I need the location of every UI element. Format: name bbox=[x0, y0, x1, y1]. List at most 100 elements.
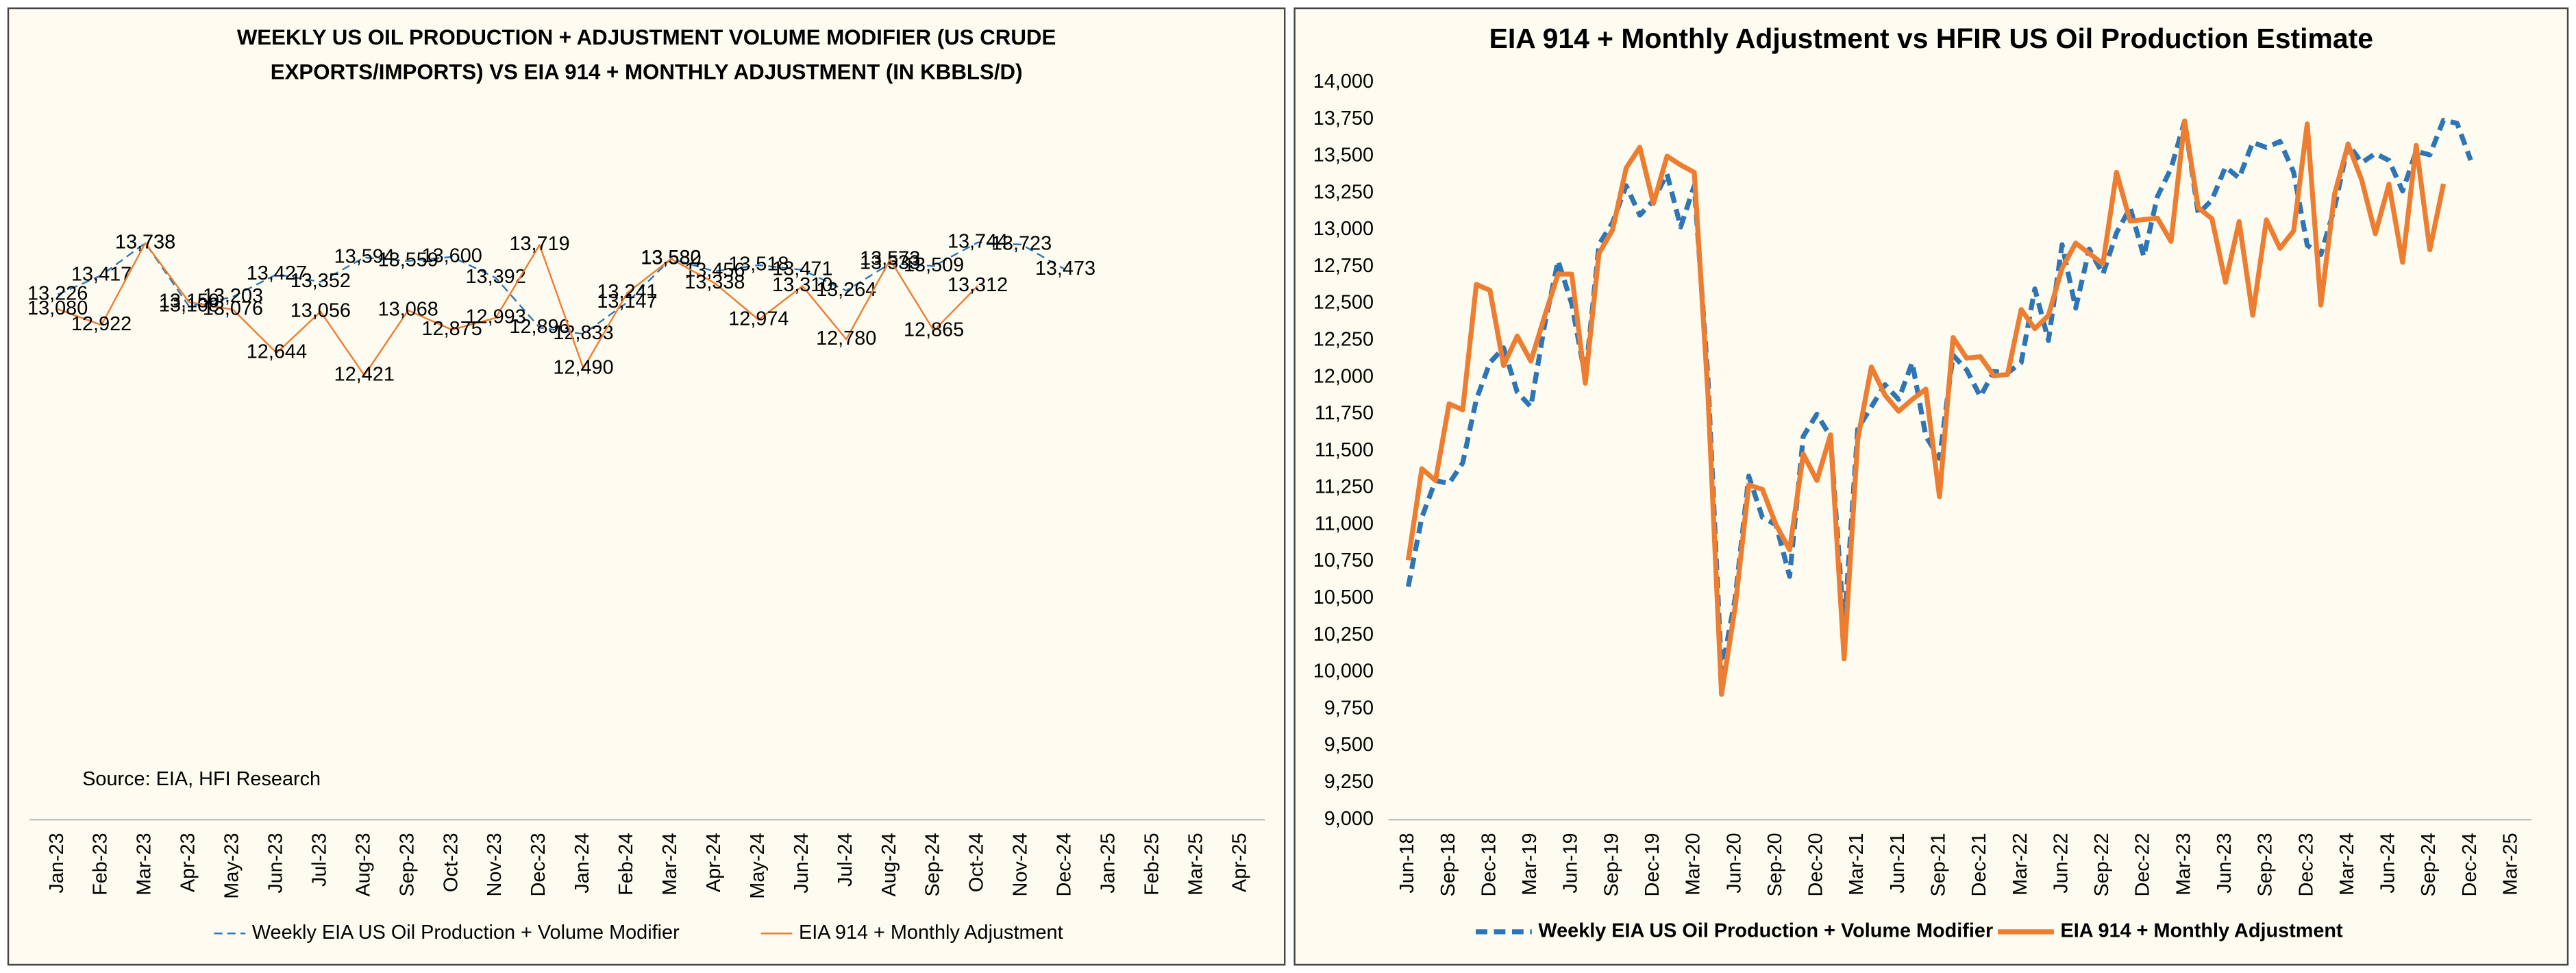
x-tick-label: Mar-19 bbox=[1519, 833, 1541, 895]
y-tick-label: 9,500 bbox=[1324, 734, 1374, 756]
x-tick-label: Jan-25 bbox=[1098, 833, 1119, 893]
x-tick-label: Mar-23 bbox=[134, 833, 156, 895]
x-tick-label: Jun-23 bbox=[2214, 833, 2236, 893]
data-label: 13,264 bbox=[816, 279, 876, 301]
x-tick-label: Mar-24 bbox=[2336, 833, 2358, 895]
data-label: 12,974 bbox=[728, 308, 789, 330]
y-tick-label: 9,000 bbox=[1324, 808, 1374, 830]
x-tick-label: Jun-18 bbox=[1396, 833, 1418, 893]
series-line bbox=[1405, 119, 2447, 697]
data-label: 13,471 bbox=[772, 258, 832, 280]
x-tick-label: Mar-23 bbox=[2172, 833, 2194, 895]
y-tick-label: 11,250 bbox=[1315, 476, 1374, 498]
x-tick-label: Jun-24 bbox=[2377, 833, 2399, 893]
y-tick-label: 11,500 bbox=[1315, 439, 1374, 461]
x-tick-label: Feb-23 bbox=[90, 833, 112, 896]
x-tick-label: Jun-21 bbox=[1887, 833, 1909, 893]
x-tick-label: Mar-25 bbox=[2500, 833, 2522, 895]
data-label: 13,518 bbox=[728, 254, 789, 275]
x-tick-label: Apr-23 bbox=[177, 833, 199, 892]
data-label: 12,993 bbox=[466, 306, 526, 328]
x-tick-label: Feb-24 bbox=[615, 833, 637, 896]
x-tick-label: Mar-20 bbox=[1683, 833, 1705, 895]
y-tick-label: 14,000 bbox=[1313, 71, 1374, 93]
x-tick-label: Feb-25 bbox=[1141, 833, 1163, 896]
right-panel bbox=[1293, 7, 2569, 966]
data-label: 12,644 bbox=[247, 341, 307, 363]
series-line bbox=[57, 242, 978, 377]
source-note: Source: EIA, HFI Research bbox=[82, 768, 321, 790]
x-tick-label: Sep-23 bbox=[396, 833, 418, 896]
y-tick-label: 9,250 bbox=[1324, 771, 1374, 793]
data-label: 13,427 bbox=[247, 262, 307, 284]
x-tick-label: Mar-24 bbox=[659, 833, 681, 895]
x-tick-label: Apr-25 bbox=[1228, 833, 1250, 892]
x-tick-label: Jul-24 bbox=[834, 833, 856, 887]
y-tick-label: 10,000 bbox=[1313, 661, 1374, 682]
data-label: 13,573 bbox=[860, 247, 920, 269]
x-tick-label: May-24 bbox=[747, 833, 769, 898]
x-tick-label: Sep-19 bbox=[1600, 833, 1622, 896]
data-label: 13,392 bbox=[466, 266, 526, 288]
x-tick-label: Jul-23 bbox=[308, 833, 330, 887]
data-label: 13,738 bbox=[115, 231, 175, 253]
data-label: 13,226 bbox=[27, 282, 88, 304]
y-tick-label: 10,500 bbox=[1313, 587, 1374, 608]
y-tick-label: 9,750 bbox=[1324, 697, 1374, 719]
x-tick-label: Mar-25 bbox=[1185, 833, 1206, 895]
y-tick-label: 12,250 bbox=[1313, 328, 1374, 350]
y-tick-label: 13,000 bbox=[1313, 218, 1374, 240]
x-tick-label: Nov-24 bbox=[1010, 833, 1032, 896]
x-tick-label: Dec-22 bbox=[2132, 833, 2154, 896]
data-label: 13,080 bbox=[27, 297, 88, 319]
data-label: 13,509 bbox=[904, 254, 964, 276]
data-label: 12,922 bbox=[71, 313, 132, 335]
left-title-box: WEEKLY US OIL PRODUCTION + ADJUSTMENT VO… bbox=[237, 25, 1056, 84]
x-tick-label: Aug-24 bbox=[878, 833, 900, 896]
data-label: 12,490 bbox=[553, 356, 613, 378]
x-tick-label: Jun-20 bbox=[1723, 833, 1745, 893]
x-tick-label: Jun-23 bbox=[265, 833, 287, 893]
x-tick-label: Dec-19 bbox=[1642, 833, 1663, 896]
y-tick-label: 13,500 bbox=[1313, 145, 1374, 167]
x-tick-label: Dec-20 bbox=[1805, 833, 1827, 896]
data-label: 13,203 bbox=[203, 285, 263, 307]
y-tick-label: 12,500 bbox=[1313, 292, 1374, 314]
x-tick-label: Sep-23 bbox=[2255, 833, 2277, 896]
x-tick-label: Dec-23 bbox=[2295, 833, 2317, 896]
right-title-box: EIA 914 + Monthly Adjustment vs HFIR US … bbox=[1489, 23, 2373, 55]
data-label: 13,600 bbox=[422, 245, 482, 267]
x-tick-label: Jan-23 bbox=[46, 833, 68, 893]
data-label: 13,312 bbox=[948, 274, 1008, 296]
data-label: 12,865 bbox=[904, 319, 964, 341]
x-tick-label: Dec-18 bbox=[1478, 833, 1500, 896]
data-label: 13,352 bbox=[290, 270, 351, 292]
data-label: 13,594 bbox=[334, 245, 395, 267]
y-tick-label: 13,250 bbox=[1313, 181, 1374, 203]
x-tick-label: Jun-24 bbox=[791, 833, 813, 893]
x-tick-label: Oct-24 bbox=[966, 833, 988, 892]
x-tick-label: May-23 bbox=[221, 833, 243, 898]
x-tick-label: Dec-23 bbox=[528, 833, 549, 896]
data-label: 13,338 bbox=[684, 271, 745, 293]
y-tick-label: 10,250 bbox=[1313, 624, 1374, 645]
data-label: 13,738 bbox=[115, 231, 175, 253]
data-label: 13,473 bbox=[1035, 258, 1095, 280]
x-tick-label: Jan-24 bbox=[571, 833, 593, 893]
x-tick-label: Jun-22 bbox=[2050, 833, 2072, 893]
data-label: 13,417 bbox=[71, 263, 132, 285]
data-label: 12,421 bbox=[334, 363, 395, 385]
y-tick-label: 12,000 bbox=[1313, 365, 1374, 387]
x-tick-label: Sep-24 bbox=[922, 833, 944, 896]
x-tick-label: Apr-24 bbox=[703, 833, 725, 892]
x-tick-label: Dec-21 bbox=[1968, 833, 1990, 896]
x-tick-label: Dec-24 bbox=[1054, 833, 1076, 896]
x-tick-label: Sep-18 bbox=[1437, 833, 1459, 896]
data-label: 13,580 bbox=[641, 247, 701, 269]
series-line bbox=[57, 241, 1066, 335]
data-label: 12,780 bbox=[816, 328, 876, 349]
x-tick-label: Nov-23 bbox=[484, 833, 506, 896]
x-tick-label: Aug-23 bbox=[352, 833, 374, 896]
